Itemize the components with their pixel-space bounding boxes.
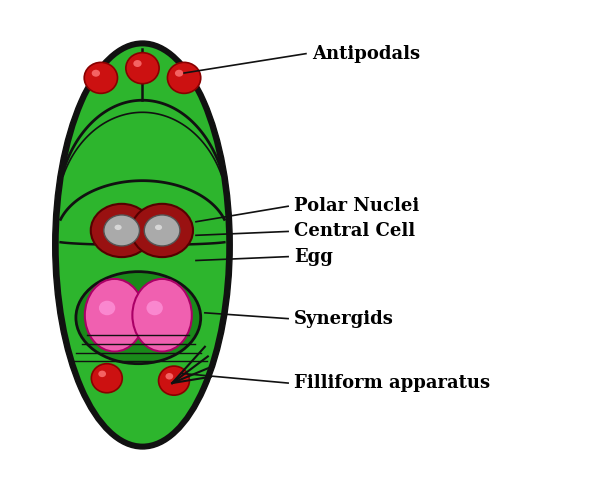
Text: Filliform apparatus: Filliform apparatus xyxy=(294,374,490,392)
Ellipse shape xyxy=(91,364,122,393)
Ellipse shape xyxy=(133,60,142,67)
Ellipse shape xyxy=(76,271,201,364)
Ellipse shape xyxy=(167,62,201,94)
Ellipse shape xyxy=(175,70,183,77)
Text: Synergids: Synergids xyxy=(294,310,394,328)
Text: Antipodals: Antipodals xyxy=(312,45,420,63)
Ellipse shape xyxy=(155,224,162,230)
Text: Egg: Egg xyxy=(294,247,333,266)
Ellipse shape xyxy=(166,373,173,380)
Ellipse shape xyxy=(144,215,180,246)
Ellipse shape xyxy=(131,204,193,257)
Ellipse shape xyxy=(104,215,139,246)
Ellipse shape xyxy=(126,53,159,84)
Ellipse shape xyxy=(92,70,100,77)
Ellipse shape xyxy=(91,204,152,257)
Ellipse shape xyxy=(146,301,163,315)
Ellipse shape xyxy=(98,370,106,377)
Text: Central Cell: Central Cell xyxy=(294,222,415,241)
Ellipse shape xyxy=(84,62,118,94)
Text: Polar Nuclei: Polar Nuclei xyxy=(294,197,419,215)
Ellipse shape xyxy=(56,44,229,446)
Ellipse shape xyxy=(158,366,190,395)
Ellipse shape xyxy=(115,224,122,230)
Ellipse shape xyxy=(133,279,192,352)
Ellipse shape xyxy=(99,301,115,315)
Ellipse shape xyxy=(85,279,144,352)
Ellipse shape xyxy=(53,41,232,449)
